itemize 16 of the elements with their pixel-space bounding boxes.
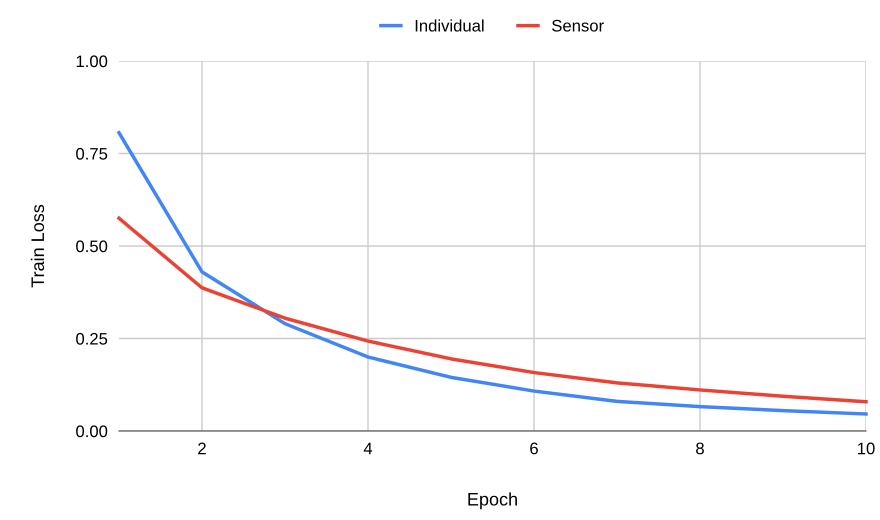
y-tick-label: 0.25	[76, 332, 108, 345]
y-tick-label: 1.00	[76, 55, 108, 68]
legend-label: Sensor	[552, 20, 604, 32]
y-tick-label: 0.00	[76, 425, 108, 438]
x-axis-title: Epoch	[468, 492, 517, 510]
x-tick-label: 8	[696, 442, 704, 454]
line-series	[117, 216, 868, 404]
x-tick-label: 4	[364, 442, 372, 454]
x-tick-label: 6	[530, 442, 538, 454]
line-series	[117, 131, 868, 416]
legend-label: Individual	[416, 19, 484, 32]
y-tick-label: 0.75	[76, 148, 108, 160]
x-tick-label: 10	[858, 442, 875, 454]
y-axis-title: Train Loss	[30, 204, 44, 288]
x-tick-label: 2	[198, 442, 206, 454]
y-tick-label: 0.50	[76, 240, 108, 252]
